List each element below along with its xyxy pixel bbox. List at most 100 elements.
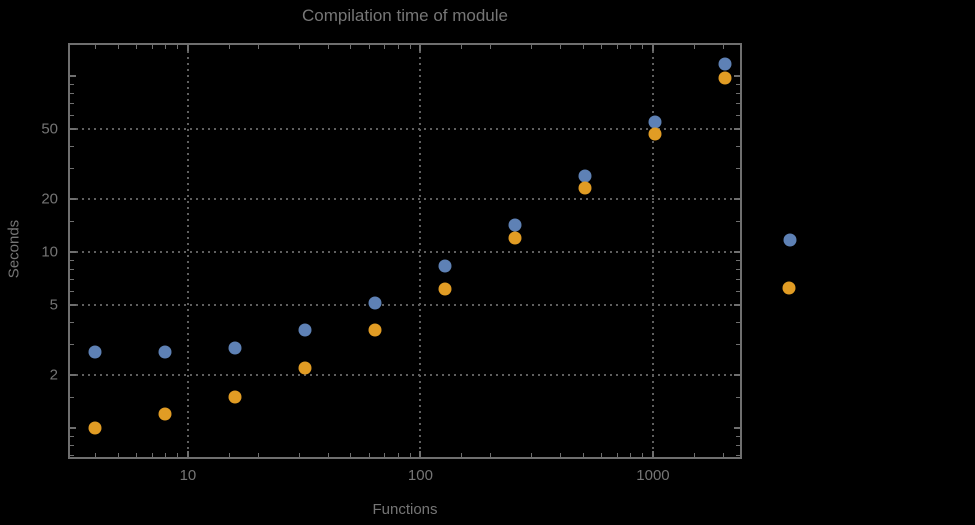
y-minor-tick [736, 291, 740, 293]
x-minor-tick [616, 45, 618, 49]
x-minor-tick [693, 453, 695, 457]
x-minor-tick [490, 45, 492, 49]
x-axis-label: Functions [372, 501, 438, 518]
y-major-tick [734, 250, 740, 253]
y-minor-tick [736, 445, 740, 446]
data-point-orange [228, 390, 242, 404]
x-minor-tick [368, 453, 370, 457]
y-minor-tick [736, 436, 740, 437]
x-major-tick [186, 451, 189, 457]
chart-title: Compilation time of module [302, 6, 508, 25]
x-minor-tick [461, 453, 463, 457]
x-tick-label: 10 [179, 467, 197, 484]
y-minor-tick [70, 322, 74, 323]
data-point-orange [88, 421, 102, 435]
y-minor-tick [70, 93, 74, 95]
gridline-horizontal [70, 250, 740, 253]
x-minor-tick [642, 453, 644, 457]
x-major-tick [419, 451, 422, 457]
x-minor-tick [722, 453, 724, 457]
x-minor-tick [257, 453, 259, 457]
y-minor-tick [70, 455, 74, 457]
y-minor-tick [736, 220, 740, 222]
data-point-orange [298, 361, 312, 375]
x-minor-tick [151, 45, 153, 49]
legend-marker-orange [782, 281, 796, 295]
y-minor-tick [736, 396, 740, 398]
y-major-tick [734, 373, 740, 376]
data-point-blue [228, 341, 242, 355]
x-minor-tick [165, 453, 167, 457]
data-point-blue [88, 345, 102, 359]
x-minor-tick [298, 45, 300, 49]
y-axis-label: Seconds [5, 219, 23, 279]
y-major-tick [734, 127, 740, 130]
y-major-tick [734, 75, 740, 77]
y-minor-tick [736, 279, 740, 281]
y-tick-label: 20 [41, 190, 58, 208]
y-major-tick [70, 127, 76, 130]
gridline-horizontal [70, 127, 740, 130]
y-major-tick [70, 303, 76, 306]
x-minor-tick [136, 453, 138, 457]
y-minor-tick [70, 279, 74, 281]
x-minor-tick [722, 45, 724, 49]
x-major-tick [651, 45, 654, 51]
y-major-tick [734, 198, 740, 200]
y-major-tick [70, 373, 76, 376]
x-minor-tick [409, 453, 411, 457]
y-minor-tick [736, 93, 740, 95]
x-minor-tick [368, 45, 370, 49]
gridline-horizontal [70, 373, 740, 376]
data-point-blue [718, 57, 732, 71]
y-tick-label: 2 [49, 366, 58, 384]
y-minor-tick [736, 260, 740, 262]
y-minor-tick [736, 84, 740, 86]
x-minor-tick [228, 453, 230, 457]
y-minor-tick [70, 146, 74, 148]
x-minor-tick [298, 453, 300, 457]
y-major-tick [70, 426, 76, 429]
y-minor-tick [70, 343, 74, 345]
plot-area-frame [68, 43, 742, 459]
legend-marker-blue [783, 233, 797, 247]
y-minor-tick [736, 343, 740, 345]
x-minor-tick [397, 453, 399, 457]
x-minor-tick [177, 453, 179, 457]
gridline-horizontal [70, 198, 740, 200]
data-point-blue [648, 115, 662, 129]
x-minor-tick [601, 45, 603, 49]
x-minor-tick [630, 45, 632, 49]
x-minor-tick [117, 453, 119, 457]
y-minor-tick [70, 115, 74, 117]
y-minor-tick [736, 269, 740, 271]
x-minor-tick [560, 45, 562, 49]
x-major-tick [186, 45, 189, 51]
data-point-blue [298, 323, 312, 337]
x-major-tick [419, 45, 422, 51]
gridline-horizontal [70, 303, 740, 306]
x-minor-tick [350, 45, 352, 49]
x-minor-tick [228, 45, 230, 49]
x-minor-tick [350, 453, 352, 457]
data-point-orange [158, 407, 172, 421]
x-tick-label: 1000 [636, 467, 670, 484]
data-point-blue [438, 259, 452, 273]
data-point-orange [368, 323, 382, 337]
y-minor-tick [70, 103, 74, 105]
x-minor-tick [490, 453, 492, 457]
y-tick-label: 5 [49, 296, 58, 314]
x-minor-tick [136, 45, 138, 49]
y-minor-tick [70, 291, 74, 293]
x-minor-tick [560, 453, 562, 457]
x-minor-tick [642, 45, 644, 49]
data-point-blue [158, 345, 172, 359]
x-minor-tick [177, 45, 179, 49]
x-minor-tick [151, 453, 153, 457]
y-minor-tick [736, 168, 740, 170]
x-minor-tick [531, 453, 533, 457]
y-major-tick [70, 198, 76, 200]
x-minor-tick [601, 453, 603, 457]
y-minor-tick [70, 220, 74, 222]
